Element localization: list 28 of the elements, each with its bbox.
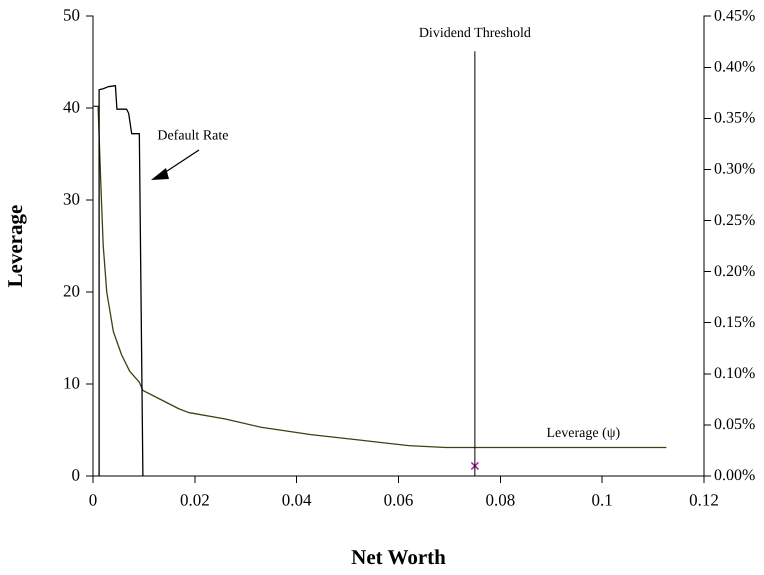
x-tick-label: 0.02	[180, 490, 210, 510]
x-tick-label: 0.12	[689, 490, 719, 510]
x-tick-label: 0.04	[282, 490, 312, 510]
x-tick-label: 0.08	[485, 490, 516, 510]
y-tick-label: 20	[63, 282, 80, 301]
y2-tick-label: 0.10%	[714, 365, 756, 382]
ref-line-label: Dividend Threshold	[418, 26, 531, 41]
x-tick-label: 0.06	[384, 490, 414, 510]
y-tick-label: 50	[63, 6, 80, 25]
y2-tick-label: 0.45%	[714, 7, 756, 24]
y-tick-label: 0	[72, 465, 80, 484]
series-label: Default Rate	[157, 128, 228, 144]
y2-tick-label: 0.20%	[714, 262, 756, 280]
x-tick-label: 0.1	[592, 490, 613, 510]
y2-tick-label: 0.05%	[714, 416, 756, 434]
y-tick-label: 30	[63, 190, 80, 209]
y-tick-label: 10	[63, 374, 80, 393]
y-axis-title: Leverage	[3, 204, 28, 288]
x-tick-label: 0	[88, 490, 98, 510]
y-tick-label: 40	[63, 98, 80, 117]
y2-tick-label: 0.00%	[714, 467, 756, 484]
y2-tick-label: 0.25%	[714, 212, 756, 229]
x-axis-title: Net Worth	[351, 544, 446, 569]
y2-tick-label: 0.30%	[714, 160, 756, 178]
y2-tick-label: 0.35%	[714, 110, 756, 127]
series-label: Leverage (ψ)	[546, 426, 620, 442]
y2-tick-label: 0.40%	[714, 58, 756, 76]
y2-tick-label: 0.15%	[714, 314, 756, 331]
